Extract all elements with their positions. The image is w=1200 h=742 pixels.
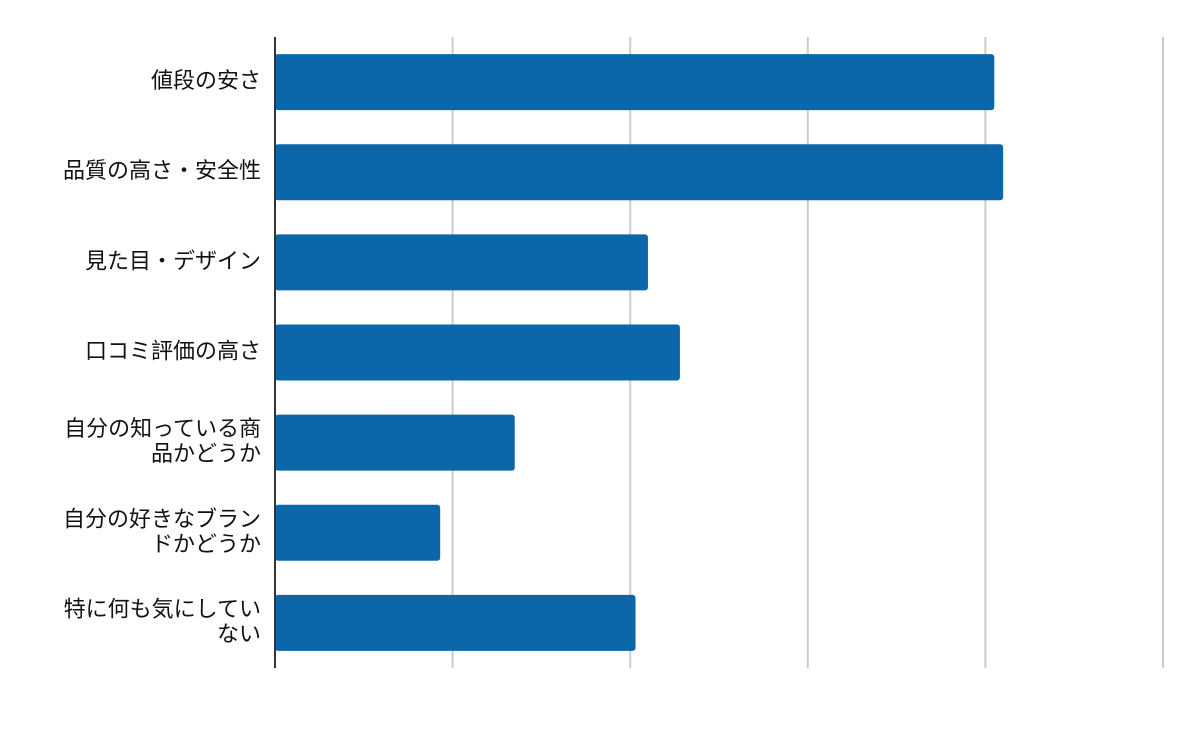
- bars: [275, 54, 1004, 651]
- bar-4[interactable]: [275, 324, 680, 381]
- category-label-2: 品質の高さ・安全性: [63, 159, 261, 184]
- category-label-7: 特に何も気にしていない: [64, 597, 261, 647]
- category-label-line: 自分の知っている商: [64, 417, 261, 442]
- category-label-line: 口コミ評価の高さ: [85, 340, 261, 365]
- category-label-line: 見た目・デザイン: [85, 249, 261, 274]
- category-label-line: ない: [217, 622, 261, 647]
- category-label-line: 品かどうか: [151, 442, 261, 467]
- gridlines: [451, 37, 1164, 668]
- bar-2[interactable]: [275, 144, 1004, 201]
- category-labels: 値段の安さ品質の高さ・安全性見た目・デザイン口コミ評価の高さ自分の知っている商品…: [63, 69, 261, 647]
- category-label-line: ドかどうか: [151, 532, 261, 557]
- category-label-6: 自分の好きなブランドかどうか: [63, 507, 261, 557]
- bar-6[interactable]: [275, 504, 441, 561]
- category-label-line: 品質の高さ・安全性: [63, 159, 261, 184]
- category-label-5: 自分の知っている商品かどうか: [64, 417, 261, 467]
- category-label-line: 値段の安さ: [151, 69, 261, 94]
- bar-5[interactable]: [275, 414, 515, 471]
- category-label-line: 特に何も気にしてい: [64, 597, 261, 622]
- category-label-line: 自分の好きなブラン: [63, 507, 261, 532]
- bar-1[interactable]: [275, 54, 995, 111]
- category-label-3: 見た目・デザイン: [85, 249, 261, 274]
- bar-7[interactable]: [275, 594, 636, 651]
- category-label-4: 口コミ評価の高さ: [85, 340, 261, 365]
- bar-3[interactable]: [275, 234, 648, 291]
- category-label-1: 値段の安さ: [151, 69, 261, 94]
